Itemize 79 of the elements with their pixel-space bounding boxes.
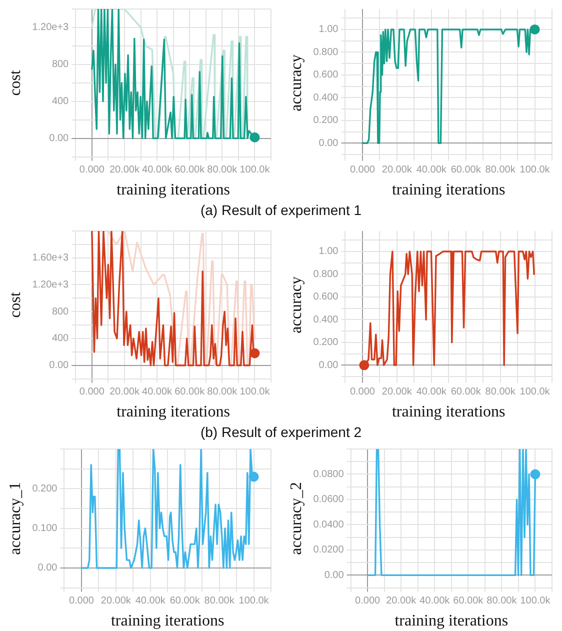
y-tick-label: 0.0200: [313, 544, 344, 556]
x-tick-label: 100.0k: [520, 164, 551, 176]
x-tick-label: 80.00k: [207, 164, 238, 176]
y-tick-label: 1.00: [318, 246, 339, 258]
x-tick-label: 60.00k: [450, 164, 482, 176]
x-tick-label: 80.00k: [204, 596, 236, 607]
x-tick-label: 40.00k: [416, 164, 448, 176]
x-axis-title: training iterations: [116, 182, 230, 199]
y-axis-title: accuracy: [288, 276, 305, 334]
y-tick-label: 0.600: [313, 70, 339, 81]
y-tick-label: 0.0600: [313, 494, 344, 506]
x-axis-title: training iterations: [392, 182, 506, 199]
y-tick-label: 0.0400: [313, 519, 344, 530]
y-tick-label: 1.20e+3: [32, 22, 70, 34]
x-tick-label: 60.00k: [174, 164, 206, 176]
x-tick-label: 80.00k: [207, 386, 238, 398]
y-axis-title: accuracy: [288, 54, 305, 112]
y-tick-label: 0.600: [313, 292, 339, 303]
y-tick-label: 0.00: [38, 562, 58, 574]
y-tick-label: 0.00: [49, 133, 70, 144]
y-tick-label: 0.200: [313, 337, 339, 348]
y-tick-label: 0.100: [32, 523, 58, 534]
x-axis-title: training iterations: [116, 404, 230, 421]
y-tick-label: 1.20e+3: [32, 279, 70, 290]
y-tick-label: 800: [52, 306, 70, 318]
y-tick-label: 0.00: [324, 570, 344, 581]
x-tick-label: 60.00k: [453, 596, 484, 607]
x-tick-label: 0.000: [79, 164, 105, 176]
x-tick-label: 0.000: [79, 386, 105, 398]
x-tick-label: 60.00k: [174, 386, 206, 398]
x-tick-label: 40.00k: [416, 386, 448, 398]
x-tick-label: 20.00k: [386, 596, 418, 607]
x-tick-label: 60.00k: [450, 386, 482, 398]
y-tick-label: 0.00: [49, 360, 70, 372]
x-tick-label: 100.0k: [238, 596, 270, 607]
y-axis-title: cost: [6, 69, 24, 96]
x-tick-label: 40.00k: [135, 596, 166, 607]
x-axis-title: training iterations: [392, 404, 506, 421]
y-tick-label: 0.400: [313, 314, 339, 326]
x-tick-label: 100.0k: [240, 164, 271, 176]
x-tick-label: 0.000: [355, 596, 380, 607]
x-tick-label: 80.00k: [486, 596, 518, 607]
y-tick-label: 800: [52, 59, 70, 70]
x-tick-label: 60.00k: [170, 596, 201, 607]
x-tick-label: 100.0k: [240, 386, 271, 398]
y-tick-label: 0.00: [318, 138, 339, 149]
y-tick-label: 0.800: [313, 268, 339, 280]
y-tick-label: 1.00: [318, 24, 339, 36]
x-tick-label: 0.000: [68, 596, 94, 607]
x-tick-label: 80.00k: [485, 386, 516, 398]
x-axis-title: training iterations: [110, 612, 224, 630]
y-tick-label: 0.0800: [313, 468, 344, 480]
y-tick-label: 400: [52, 333, 70, 344]
text: (a) Result of experiment 1: [199, 202, 363, 218]
x-tick-label: 20.00k: [382, 386, 413, 398]
x-tick-label: 80.00k: [485, 164, 516, 176]
x-tick-label: 20.00k: [382, 164, 413, 176]
x-tick-label: 100.0k: [520, 386, 551, 398]
y-tick-label: 0.00: [318, 360, 339, 371]
y-axis-title: accuracy_1: [6, 482, 24, 555]
y-tick-label: 0.200: [32, 483, 58, 494]
x-tick-label: 20.00k: [100, 596, 132, 607]
y-tick-label: 400: [52, 96, 70, 108]
y-tick-label: 0.200: [313, 115, 339, 126]
y-axis-title: cost: [6, 291, 24, 318]
x-axis-title: training iterations: [394, 612, 508, 630]
x-tick-label: 0.000: [350, 164, 376, 176]
x-tick-label: 20.00k: [109, 164, 140, 176]
x-tick-label: 0.000: [350, 386, 376, 398]
x-tick-label: 40.00k: [420, 596, 451, 607]
y-tick-label: 0.400: [313, 92, 339, 104]
x-tick-label: 40.00k: [142, 164, 174, 176]
x-tick-label: 100.0k: [520, 596, 552, 607]
y-tick-label: 1.60e+3: [32, 252, 70, 264]
text: (b) Result of experiment 2: [199, 424, 363, 440]
y-tick-label: 0.800: [313, 46, 339, 58]
x-tick-label: 40.00k: [142, 386, 174, 398]
x-tick-label: 20.00k: [109, 386, 140, 398]
y-axis-title: accuracy_2: [288, 482, 305, 555]
